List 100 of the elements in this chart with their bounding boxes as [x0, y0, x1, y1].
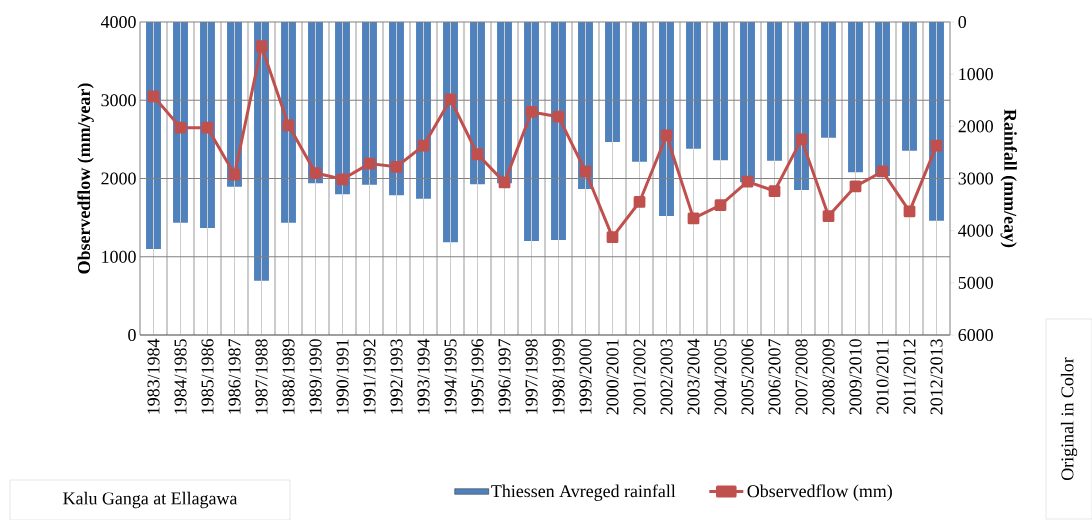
y2-tick-label: 0 [958, 15, 967, 29]
y-axis-title: Observedflow (mm/year) [77, 83, 94, 274]
x-tick-label: 1997/1998 [525, 339, 538, 414]
x-tick-label: 1984/1985 [174, 339, 187, 414]
y-tick-label: 2000 [101, 172, 136, 185]
point [363, 157, 376, 170]
x-tick-label: 1983/1984 [147, 338, 160, 414]
bar [416, 22, 431, 199]
x-tick-label: 2007/2008 [795, 339, 808, 415]
point [714, 199, 727, 211]
bar [254, 22, 269, 281]
y2-tick-label: 4000 [958, 224, 993, 237]
y2-axis-title: Rainfall (mm/eay) [1000, 109, 1017, 248]
point [255, 40, 268, 53]
x-tick-label: 2011/2012 [903, 339, 916, 414]
x-tick-label: 2003/2004 [687, 338, 700, 415]
point [228, 168, 241, 181]
point [660, 129, 673, 142]
point [741, 175, 754, 188]
point [525, 106, 538, 118]
bar [524, 22, 539, 242]
point [768, 185, 781, 197]
y2-tick-label: 6000 [958, 328, 993, 342]
x-tick-label: 2000/2001 [606, 339, 619, 415]
bar [902, 22, 917, 151]
bar [605, 22, 620, 142]
x-tick-label: 1990/1991 [336, 339, 349, 414]
x-tick-label: 2004/2005 [714, 339, 727, 415]
point [201, 121, 214, 134]
x-tick-label: 1989/1990 [309, 339, 322, 414]
bar [281, 22, 296, 223]
point [147, 90, 160, 103]
x-tick-label: 1985/1986 [201, 339, 214, 414]
y2-tick-label: 2000 [958, 120, 993, 133]
x-tick-label: 2008/2009 [822, 339, 835, 415]
bar [308, 22, 323, 184]
point [552, 110, 565, 123]
point [795, 133, 808, 146]
y-tick-label: 0 [128, 328, 136, 342]
point [309, 167, 322, 179]
x-tick-label: 2005/2006 [741, 339, 754, 415]
x-tick-label: 2012/2013 [930, 339, 943, 415]
bar [443, 22, 458, 243]
bar [821, 22, 836, 138]
point [471, 148, 484, 161]
legend-label: Observedflow (mm) [747, 484, 892, 501]
point [849, 180, 862, 193]
text: Original in Color [1060, 357, 1078, 481]
y2-tick-label: 5000 [958, 276, 993, 289]
bar [389, 22, 404, 196]
y2-tick-label: 1000 [959, 68, 993, 81]
legend-label: Thiessen Avreged rainfall [491, 484, 676, 501]
bar [767, 22, 782, 161]
point [579, 165, 592, 178]
point [444, 93, 457, 106]
point [687, 212, 700, 225]
x-tick-label: 1994/1995 [444, 339, 457, 414]
point [876, 165, 889, 178]
point [174, 121, 187, 134]
bar [632, 22, 647, 162]
bar [848, 22, 863, 173]
bar [713, 22, 728, 161]
point [903, 205, 916, 218]
x-tick-label: 2010/2011 [876, 339, 889, 414]
y-tick-label: 3000 [101, 94, 136, 107]
y2-tick-label: 3000 [958, 172, 993, 185]
point [498, 176, 511, 189]
x-tick-label: 1987/1988 [255, 339, 268, 414]
bar [146, 22, 161, 249]
point [930, 139, 943, 152]
bar [470, 22, 485, 185]
bar [686, 22, 701, 149]
text: Kalu Ganga at Ellagawa [63, 491, 238, 509]
bar [551, 22, 566, 241]
x-tick-label: 1998/1999 [552, 339, 565, 414]
x-tick-label: 1999/2000 [579, 339, 592, 414]
point [390, 160, 403, 173]
bar [200, 22, 215, 229]
y-tick-label: 4000 [100, 15, 136, 29]
point [822, 210, 835, 222]
x-tick-label: 2002/2003 [660, 339, 673, 415]
x-tick-label: 2009/2010 [849, 339, 862, 415]
y-tick-label: 1000 [102, 250, 136, 263]
point [282, 119, 295, 132]
point [336, 173, 349, 186]
bar [362, 22, 377, 185]
bar [929, 22, 944, 221]
x-tick-label: 1995/1996 [471, 339, 484, 414]
x-tick-label: 1992/1993 [390, 339, 403, 414]
x-tick-label: 1996/1997 [498, 339, 511, 414]
bar [335, 22, 350, 195]
x-tick-label: 1991/1992 [363, 339, 376, 414]
bar [173, 22, 188, 223]
x-tick-label: 1993/1994 [417, 338, 430, 414]
x-tick-label: 1988/1989 [282, 339, 295, 414]
point [606, 231, 619, 244]
point [633, 196, 646, 208]
x-tick-label: 2001/2002 [633, 339, 646, 415]
bar [740, 22, 755, 183]
point [417, 139, 430, 152]
